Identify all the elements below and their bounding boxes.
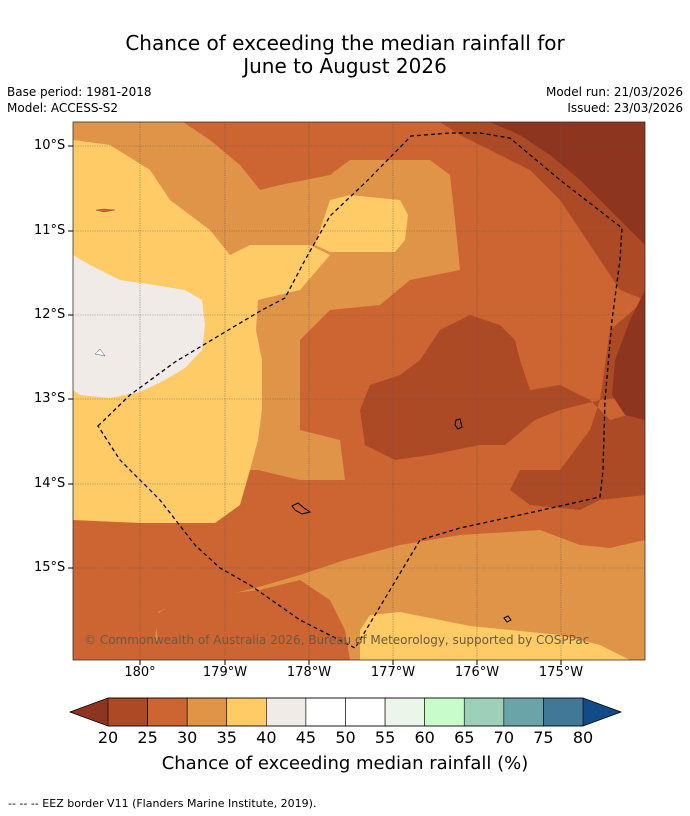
island-outline [454,418,463,430]
lon-label: 178°W [286,665,332,680]
colorbar-low-extend [70,698,108,726]
region-40-45-west [73,255,205,398]
colorbar-label: Chance of exceeding median rainfall (%) [161,753,529,774]
axis-ticks [68,145,562,665]
island-outline [95,208,116,213]
colorbar-high-extend [583,698,621,726]
eez-footnote: -- -- -- EEZ border V11 (Flanders Marine… [8,797,317,810]
colorbar-tick-label: 80 [572,728,594,747]
colorbar-segment [186,697,228,727]
island-outline [291,502,312,515]
copyright-notice: © Commonwealth of Australia 2026, Bureau… [84,633,590,647]
colorbar [68,697,623,727]
colorbar-segment [147,697,188,727]
colorbar-tick-label: 25 [137,728,158,747]
region-25-30-south [155,580,350,660]
lat-label: 14°S [34,476,66,491]
issued-date: Issued: 23/03/2026 [567,101,683,115]
rainfall-map [73,122,645,660]
colorbar-tick-label: 50 [335,728,356,747]
lon-label: 180° [124,665,156,680]
colorbar-segment [226,697,267,727]
map-frame [72,121,646,661]
colorbar-outline [68,697,623,727]
colorbar-tick-label: 30 [176,728,198,747]
region-35-40-north [315,195,408,252]
graticule [73,122,645,660]
colorbar-tick-label: 20 [97,728,119,747]
lat-label: 12°S [34,307,66,322]
colorbar-tick-label: 65 [454,728,475,747]
island-outline [94,348,106,357]
colorbar-segment [266,697,307,727]
region-below-20-east [612,290,645,420]
colorbar-segment [463,697,505,727]
lon-label: 177°W [370,665,416,680]
lon-label: 179°W [202,665,248,680]
lat-label: 15°S [34,560,66,575]
region-20-25-central [360,122,645,510]
eez-border [97,132,623,649]
lon-label: 176°W [454,665,500,680]
lat-label: 11°S [34,223,66,238]
base-period: Base period: 1981-2018 [7,85,152,99]
colorbar-segment [424,697,465,727]
colorbar-tick-label: 40 [256,728,277,747]
colorbar-tick-label: 70 [493,728,515,747]
colorbar-tick-label: 45 [295,728,317,747]
lat-label: 13°S [34,391,66,406]
lat-label: 10°S [34,138,66,153]
colorbar-tick-label: 55 [374,728,396,747]
region-below-20-ne [490,122,645,245]
map-title-line2: June to August 2026 [243,54,447,78]
map-title-line1: Chance of exceeding the median rainfall … [125,31,565,55]
colorbar-segment [503,697,544,727]
colorbar-segment [543,697,584,727]
colorbar-segment [345,697,386,727]
colorbar-segment [384,697,425,727]
region-35-40-south [360,612,630,660]
colorbar-segment [305,697,346,727]
model-run: Model run: 21/03/2026 [545,85,683,99]
model-name: Model: ACCESS-S2 [7,101,119,115]
lon-label: 175°W [538,665,584,680]
region-25-30-patch [96,586,142,594]
colorbar-tick-label: 35 [216,728,237,747]
colorbar-tick-label: 75 [533,728,554,747]
region-25-30-east [73,122,645,660]
island-outline [503,615,512,623]
colorbar-tick-label: 60 [414,728,435,747]
colorbar-segment [107,697,148,727]
